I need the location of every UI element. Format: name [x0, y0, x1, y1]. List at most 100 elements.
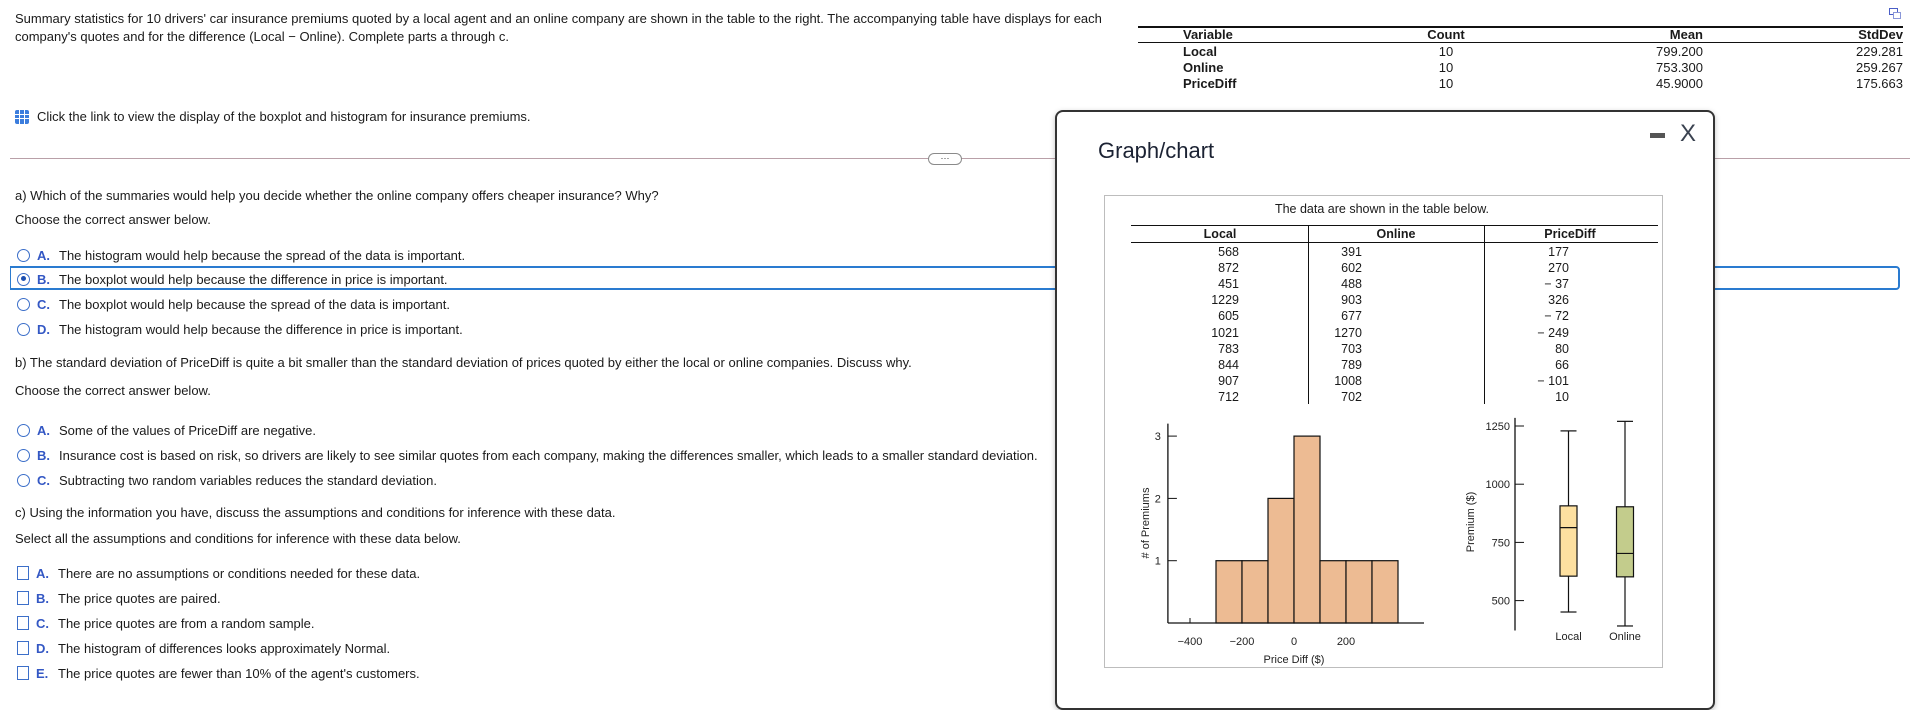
cell-local: 844	[1218, 357, 1239, 372]
selected-answer-highlight	[10, 266, 1900, 290]
x-tick-label: −400	[1178, 636, 1203, 648]
expand-ellipsis-button[interactable]: ···	[928, 153, 962, 165]
cell-pricediff: 326	[1548, 293, 1569, 308]
option-letter: B.	[37, 271, 50, 287]
cell-local: 907	[1218, 373, 1239, 388]
data-caption: The data are shown in the table below.	[1274, 202, 1490, 216]
cell-local: 1229	[1211, 293, 1239, 308]
checkbox[interactable]	[17, 641, 29, 655]
chart-panel	[1104, 195, 1663, 668]
header-online: Online	[1376, 227, 1416, 241]
histogram-bar	[1215, 560, 1243, 624]
cell-online: 677	[1341, 309, 1362, 324]
cell-local: 451	[1218, 277, 1239, 292]
cell-mean: 753.300	[1656, 60, 1703, 75]
part-b-option-a[interactable]: A. Some of the values of PriceDiff are ne…	[15, 420, 316, 440]
row-label: Online	[1183, 60, 1224, 75]
cell-count: 10	[1438, 44, 1454, 59]
modal-title: Graph/chart	[1098, 138, 1215, 163]
category-label: Online	[1609, 631, 1641, 643]
part-c-option-c[interactable]: C. The price quotes are from a random sam…	[15, 613, 315, 633]
cell-online: 391	[1341, 245, 1362, 259]
radio-button[interactable]	[17, 448, 30, 462]
cell-count: 10	[1438, 76, 1454, 91]
cell-pricediff: 270	[1548, 261, 1569, 276]
radio-button[interactable]	[17, 322, 30, 336]
cell-mean: 799.200	[1656, 44, 1703, 59]
part-b-option-b[interactable]: B. Insurance cost is based on risk, so dr…	[15, 445, 1038, 465]
option-letter: D.	[36, 640, 49, 656]
category-label: Local	[1555, 631, 1581, 643]
part-b-instruction: Choose the correct answer below.	[15, 383, 211, 398]
cell-online: 789	[1341, 357, 1362, 372]
part-c-option-e[interactable]: E. The price quotes are fewer than 10% of…	[15, 663, 420, 683]
header-stddev: StdDev	[1858, 27, 1903, 42]
cell-local: 872	[1218, 261, 1239, 276]
table-rule	[1131, 242, 1658, 243]
option-text: The histogram of differences looks appro…	[58, 640, 391, 656]
cell-local: 783	[1218, 341, 1239, 356]
radio-button-selected[interactable]	[17, 272, 30, 286]
part-a-option-b[interactable]: B. The boxplot would help because the dif…	[15, 269, 448, 289]
cell-stddev: 259.267	[1856, 60, 1903, 75]
cell-online: 703	[1341, 341, 1362, 356]
radio-button[interactable]	[17, 423, 30, 437]
minimize-button[interactable]	[1650, 133, 1665, 138]
checkbox[interactable]	[17, 666, 29, 680]
cell-pricediff: 80	[1555, 341, 1569, 356]
cell-pricediff: 177	[1548, 245, 1569, 259]
cell-pricediff: 10	[1555, 389, 1569, 404]
part-a-instruction: Choose the correct answer below.	[15, 212, 211, 227]
part-a-option-d[interactable]: D. The histogram would help because the d…	[15, 319, 463, 339]
x-axis-title: Price Diff ($)	[1264, 654, 1325, 666]
row-label: Local	[1183, 44, 1217, 59]
radio-button[interactable]	[17, 297, 30, 311]
option-text: Some of the values of PriceDiff are nega…	[59, 422, 317, 438]
checkbox[interactable]	[17, 591, 29, 605]
part-c-question: c) Using the information you have, discu…	[15, 505, 616, 520]
cell-mean: 45.9000	[1656, 76, 1703, 91]
x-tick-label: −200	[1230, 636, 1255, 648]
header-variable: Variable	[1183, 27, 1233, 42]
option-text: Insurance cost is based on risk, so driv…	[59, 447, 1038, 463]
y-tick-label: 2	[1155, 493, 1161, 505]
option-text: The boxplot would help because the sprea…	[59, 296, 450, 312]
option-letter: E.	[36, 665, 49, 681]
option-text: The boxplot would help because the diffe…	[59, 271, 448, 287]
checkbox[interactable]	[17, 566, 29, 580]
option-text: The histogram would help because the spr…	[59, 247, 466, 263]
part-c-instruction: Select all the assumptions and condition…	[15, 531, 461, 546]
histogram-bar	[1345, 560, 1373, 624]
cell-online: 702	[1341, 389, 1362, 404]
histogram-bar	[1267, 497, 1295, 624]
option-letter: C.	[37, 296, 50, 312]
y-axis-title: # of Premiums	[1140, 487, 1152, 558]
cell-online: 1008	[1334, 373, 1362, 388]
problem-intro: Summary statistics for 10 drivers' car i…	[15, 11, 1102, 44]
radio-button[interactable]	[17, 473, 30, 487]
cell-pricediff: 66	[1555, 357, 1569, 372]
cell-online: 903	[1341, 293, 1362, 308]
radio-button[interactable]	[17, 248, 30, 262]
table-rule	[1138, 42, 1903, 43]
copy-table-icon[interactable]	[1889, 8, 1901, 19]
y-tick-label: 1	[1155, 556, 1161, 568]
part-b-option-c[interactable]: C. Subtracting two random variables reduc…	[15, 470, 437, 490]
checkbox[interactable]	[17, 616, 29, 630]
chart-link[interactable]: Click the link to view the display of th…	[15, 109, 531, 124]
cell-pricediff: − 37	[1544, 277, 1569, 292]
cell-local: 605	[1218, 309, 1239, 324]
cell-online: 1270	[1334, 325, 1362, 340]
box-online	[1615, 506, 1635, 578]
close-button[interactable]: X	[1680, 120, 1697, 147]
part-a-option-a[interactable]: A. The histogram would help because the s…	[15, 245, 465, 265]
cell-stddev: 229.281	[1856, 44, 1903, 59]
header-pricediff: PriceDiff	[1544, 227, 1596, 241]
part-c-option-b[interactable]: B. The price quotes are paired.	[15, 588, 221, 608]
y-tick-label: 3	[1155, 431, 1161, 443]
part-c-option-a[interactable]: A. There are no assumptions or conditions…	[15, 563, 420, 583]
part-c-option-d[interactable]: D. The histogram of differences looks app…	[15, 638, 390, 658]
chart-link-text[interactable]: Click the link to view the display of th…	[37, 109, 531, 124]
option-text: There are no assumptions or conditions n…	[58, 565, 421, 581]
part-a-option-c[interactable]: C. The boxplot would help because the spr…	[15, 294, 450, 314]
